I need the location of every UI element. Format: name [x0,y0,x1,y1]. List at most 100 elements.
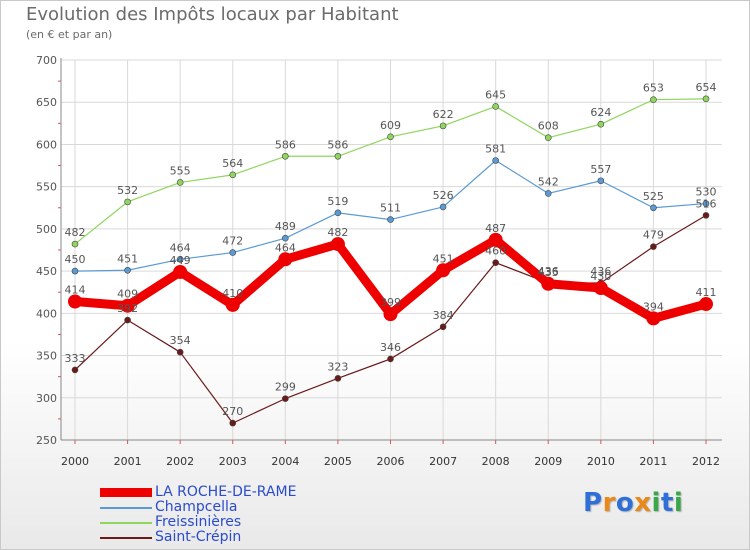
data-label: 394 [643,300,664,313]
data-label: 586 [327,138,348,151]
logo-letter: t [660,488,674,518]
data-label: 411 [696,286,717,299]
legend-swatch-freissinieres [100,522,152,524]
data-label: 482 [327,226,348,239]
data-label: 624 [590,106,611,119]
data-label: 516 [696,197,717,210]
legend-label-la-roche-de-rame: LA ROCHE-DE-RAME [155,484,297,500]
data-point [383,307,398,322]
data-label: 392 [117,302,138,315]
data-label: 435 [538,266,559,279]
data-label: 645 [485,88,506,101]
data-label: 451 [117,252,138,265]
data-point [120,298,135,313]
data-point [68,294,82,309]
data-point [488,232,503,247]
logo-letter: r [602,488,616,518]
data-label: 436 [538,265,559,278]
data-label: 460 [485,245,506,258]
data-point [439,323,447,331]
data-point [439,122,447,130]
data-label: 414 [65,284,86,297]
data-label: 472 [222,235,243,248]
data-label: 525 [643,190,664,203]
data-point [71,240,79,248]
data-label: 410 [222,287,243,300]
legend-label-freissinieres: Freissinières [155,514,242,530]
data-label: 464 [170,241,191,254]
data-label: 479 [643,229,664,242]
y-tick-label: 500 [36,223,57,236]
data-label: 557 [590,163,611,176]
data-point [334,152,342,160]
data-label: 609 [380,119,401,132]
data-point [593,281,608,295]
legend-swatch-champcella [100,507,152,509]
data-label: 430 [590,270,611,283]
data-point [541,276,556,291]
data-point [225,297,240,312]
proxiti-logo: Proxiti [583,488,683,518]
y-tick-label: 700 [36,54,57,67]
data-point [492,157,499,164]
x-tick-label: 2001 [114,455,142,468]
data-point [330,237,345,252]
x-tick-label: 2007 [429,455,457,468]
data-point [124,198,131,206]
data-point [597,120,605,128]
data-label: 354 [170,334,191,347]
logo-letter: o [615,488,635,518]
chart-subtitle: (en € et par an) [26,28,113,41]
data-point [699,297,713,312]
data-label: 450 [65,253,86,266]
data-point [229,249,237,256]
legend-swatch-la-roche-de-rame [100,488,152,497]
y-tick-label: 300 [36,392,57,405]
logo-letter: i [651,488,661,518]
data-label: 464 [275,241,296,254]
legend-label-saint-crepin: Saint-Crépin [155,529,242,545]
data-point [282,395,289,402]
data-label: 511 [380,202,401,215]
data-label: 270 [222,405,243,418]
chart-title: Evolution des Impôts locaux par Habitant [26,4,399,25]
data-point [176,255,184,263]
data-point [124,266,131,274]
x-tick-label: 2009 [534,455,562,468]
data-label: 586 [275,138,296,151]
x-tick-label: 2008 [482,455,510,468]
data-point [71,267,79,275]
data-point [282,234,289,242]
x-tick-label: 2010 [587,455,615,468]
x-tick-label: 2011 [639,455,667,468]
data-label: 564 [222,157,243,170]
y-tick-label: 650 [36,96,57,109]
data-point [439,203,447,211]
y-tick-label: 350 [36,350,57,363]
data-point [492,103,499,110]
data-label: 482 [65,226,86,239]
data-label: 384 [433,309,454,322]
data-label: 542 [538,175,559,188]
x-tick-label: 2005 [324,455,352,468]
data-point [702,95,710,103]
y-tick-label: 450 [36,265,57,278]
data-point [124,316,131,324]
data-point [650,96,657,103]
data-label: 519 [327,195,348,208]
data-label: 449 [170,254,191,267]
data-label: 346 [380,341,401,354]
data-point [229,419,237,427]
data-point [282,152,289,160]
data-point [387,133,394,141]
logo-letter: x [634,488,652,518]
data-point [334,375,342,382]
data-point [650,243,657,250]
legend-label-champcella: Champcella [155,499,238,515]
data-label: 333 [65,352,86,365]
data-label: 555 [170,164,191,177]
y-tick-label: 600 [36,138,57,151]
x-tick-label: 2012 [692,455,720,468]
x-tick-label: 2000 [61,455,89,468]
